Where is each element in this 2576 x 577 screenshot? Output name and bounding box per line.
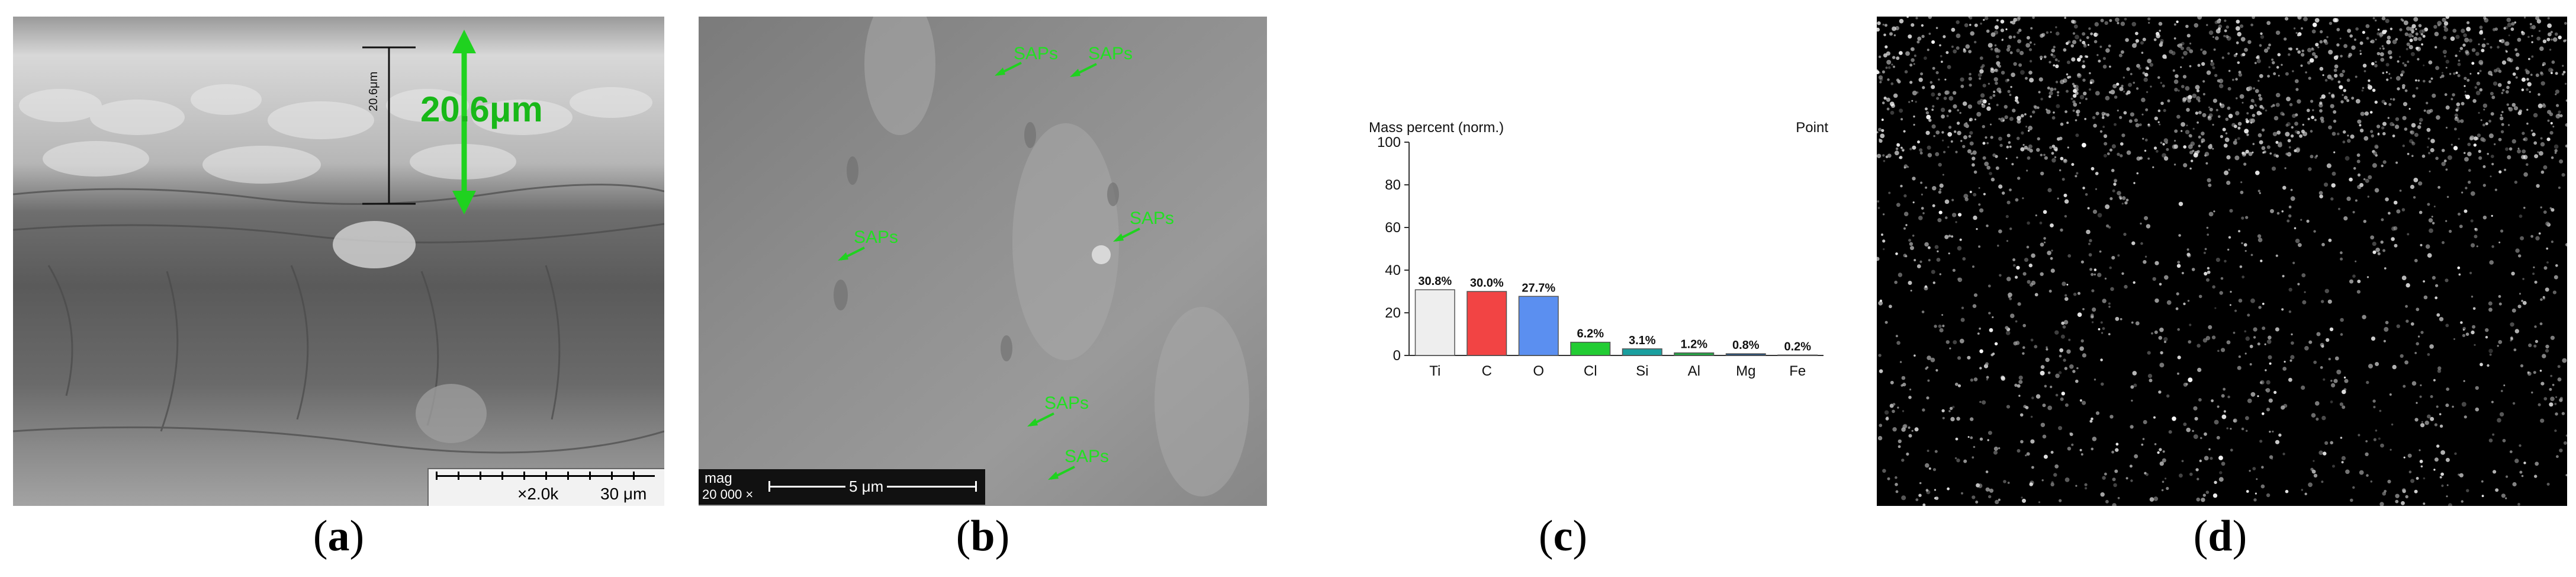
- bar-value-label: 0.8%: [1732, 339, 1760, 352]
- chart-title: Mass percent (norm.): [1369, 120, 1504, 136]
- y-tick-label: 40: [1385, 262, 1401, 278]
- thickness-annotation: 20.6μm: [420, 89, 543, 129]
- y-tick-label: 80: [1385, 177, 1401, 193]
- mag-value: 20 000 ×: [702, 487, 754, 502]
- x-tick-label: Cl: [1584, 363, 1597, 379]
- scale-magnification: ×2.0k: [517, 485, 559, 503]
- arrow-icon: [1027, 412, 1054, 427]
- green-double-arrow-icon: [452, 30, 476, 214]
- element-map-dots: [1877, 17, 2567, 506]
- panel-a-sem-cross-section: 20.6μm 20.6μm ×2.0k 30 μm: [13, 17, 664, 506]
- bar-value-label: 30.0%: [1470, 277, 1504, 290]
- bar-si: [1622, 348, 1662, 356]
- bar-c: [1467, 291, 1507, 356]
- eds-bar-chart: 0 20 40 60 80 100 30.8% Ti 30.0% C 27.7% O 6.2% Cl 3.1…: [1377, 134, 1824, 379]
- arrow-icon: [1070, 63, 1097, 77]
- scale-length-b: 5 μm: [845, 477, 887, 496]
- scale-bar-b: mag 20 000 × 5 μm: [699, 469, 985, 505]
- y-tick-label: 100: [1377, 134, 1401, 150]
- x-tick-label: Fe: [1789, 363, 1806, 379]
- saps-marker-1: SAPs: [1014, 44, 1059, 63]
- x-tick-label: Mg: [1736, 363, 1755, 379]
- bar-value-label: 27.7%: [1522, 281, 1555, 294]
- caption-c-letter: c: [1553, 512, 1573, 560]
- panel-c-eds-chart: Mass percent (norm.) Point 0 20 40 60 80 100 3…: [1362, 113, 1835, 385]
- mag-label: mag: [705, 470, 732, 486]
- scale-bar-ticks: [436, 472, 655, 480]
- bar-value-label: 6.2%: [1577, 328, 1604, 341]
- saps-marker-6: SAPs: [1065, 447, 1109, 466]
- x-tick-label: C: [1482, 363, 1492, 379]
- bar-cl: [1570, 341, 1611, 356]
- small-thickness-label: 20.6μm: [367, 71, 380, 111]
- chart-corner-label: Point: [1796, 120, 1828, 136]
- scale-length-a: 30 μm: [600, 485, 647, 503]
- saps-marker-2: SAPs: [1088, 44, 1133, 63]
- bar-value-label: 30.8%: [1418, 275, 1452, 288]
- saps-marker-3: SAPs: [854, 227, 899, 247]
- scale-bar-end-left: [768, 481, 770, 492]
- caption-c: (c): [1538, 512, 1588, 560]
- bar-ti: [1414, 289, 1455, 356]
- sem-image-a: [13, 17, 664, 506]
- y-tick-label: 20: [1385, 305, 1401, 321]
- scale-bar-end-right: [975, 481, 977, 492]
- saps-marker-4: SAPs: [1130, 209, 1175, 228]
- sem-image-b: [699, 17, 1267, 506]
- scale-bar-a: ×2.0k 30 μm: [427, 468, 664, 506]
- arrow-icon: [838, 246, 865, 261]
- bar-value-label: 0.2%: [1784, 340, 1811, 353]
- panel-d-element-map: [1877, 17, 2567, 506]
- caption-b-letter: b: [970, 512, 995, 560]
- bar-o: [1518, 296, 1559, 356]
- y-tick-label: 60: [1385, 220, 1401, 236]
- saps-marker-5: SAPs: [1044, 393, 1089, 413]
- bar-mg: [1725, 353, 1766, 356]
- caption-d: (d): [2193, 512, 2247, 560]
- bar-value-label: 1.2%: [1680, 338, 1707, 351]
- arrow-icon: [995, 62, 1022, 76]
- arrow-icon: [1048, 466, 1075, 480]
- eds-dot-map: [1877, 17, 2567, 506]
- panel-b-sem-surface: SAPs SAPs SAPs SAPs SAPs SAPs mag 20 000…: [699, 17, 1267, 506]
- bar-al: [1674, 352, 1715, 356]
- arrow-icon: [1113, 227, 1140, 242]
- caption-b: (b): [956, 512, 1010, 560]
- bar-value-label: 3.1%: [1629, 334, 1656, 347]
- caption-a-letter: a: [327, 512, 350, 560]
- thickness-measure-line: [362, 46, 416, 205]
- x-tick-label: O: [1533, 363, 1544, 379]
- caption-a: (a): [313, 512, 365, 560]
- caption-d-letter: d: [2208, 512, 2233, 560]
- y-tick-label: 0: [1393, 348, 1401, 364]
- x-tick-label: Al: [1688, 363, 1700, 379]
- x-tick-label: Ti: [1429, 363, 1440, 379]
- x-tick-label: Si: [1636, 363, 1648, 379]
